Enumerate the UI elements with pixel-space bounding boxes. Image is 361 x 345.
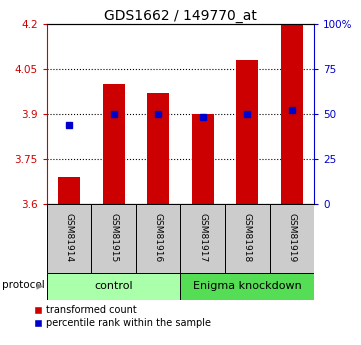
Bar — [47, 204, 91, 273]
Bar — [225, 204, 270, 273]
Text: control: control — [95, 282, 133, 291]
Text: GSM81914: GSM81914 — [65, 214, 74, 263]
Title: GDS1662 / 149770_at: GDS1662 / 149770_at — [104, 9, 257, 23]
Bar — [236, 60, 258, 204]
Text: GSM81915: GSM81915 — [109, 214, 118, 263]
Text: Enigma knockdown: Enigma knockdown — [193, 282, 302, 291]
Text: GSM81916: GSM81916 — [154, 214, 163, 263]
Legend: transformed count, percentile rank within the sample: transformed count, percentile rank withi… — [34, 305, 212, 328]
Bar — [280, 18, 303, 204]
Bar — [192, 114, 214, 204]
Bar — [103, 84, 125, 204]
Text: GSM81919: GSM81919 — [287, 214, 296, 263]
Bar — [91, 204, 136, 273]
Bar — [180, 273, 314, 300]
Bar — [270, 204, 314, 273]
Bar — [147, 93, 169, 204]
Text: GSM81917: GSM81917 — [198, 214, 207, 263]
Bar — [180, 204, 225, 273]
Bar — [47, 273, 180, 300]
Bar — [58, 177, 80, 204]
Text: GSM81918: GSM81918 — [243, 214, 252, 263]
Bar — [136, 204, 180, 273]
Text: protocol: protocol — [3, 280, 45, 290]
